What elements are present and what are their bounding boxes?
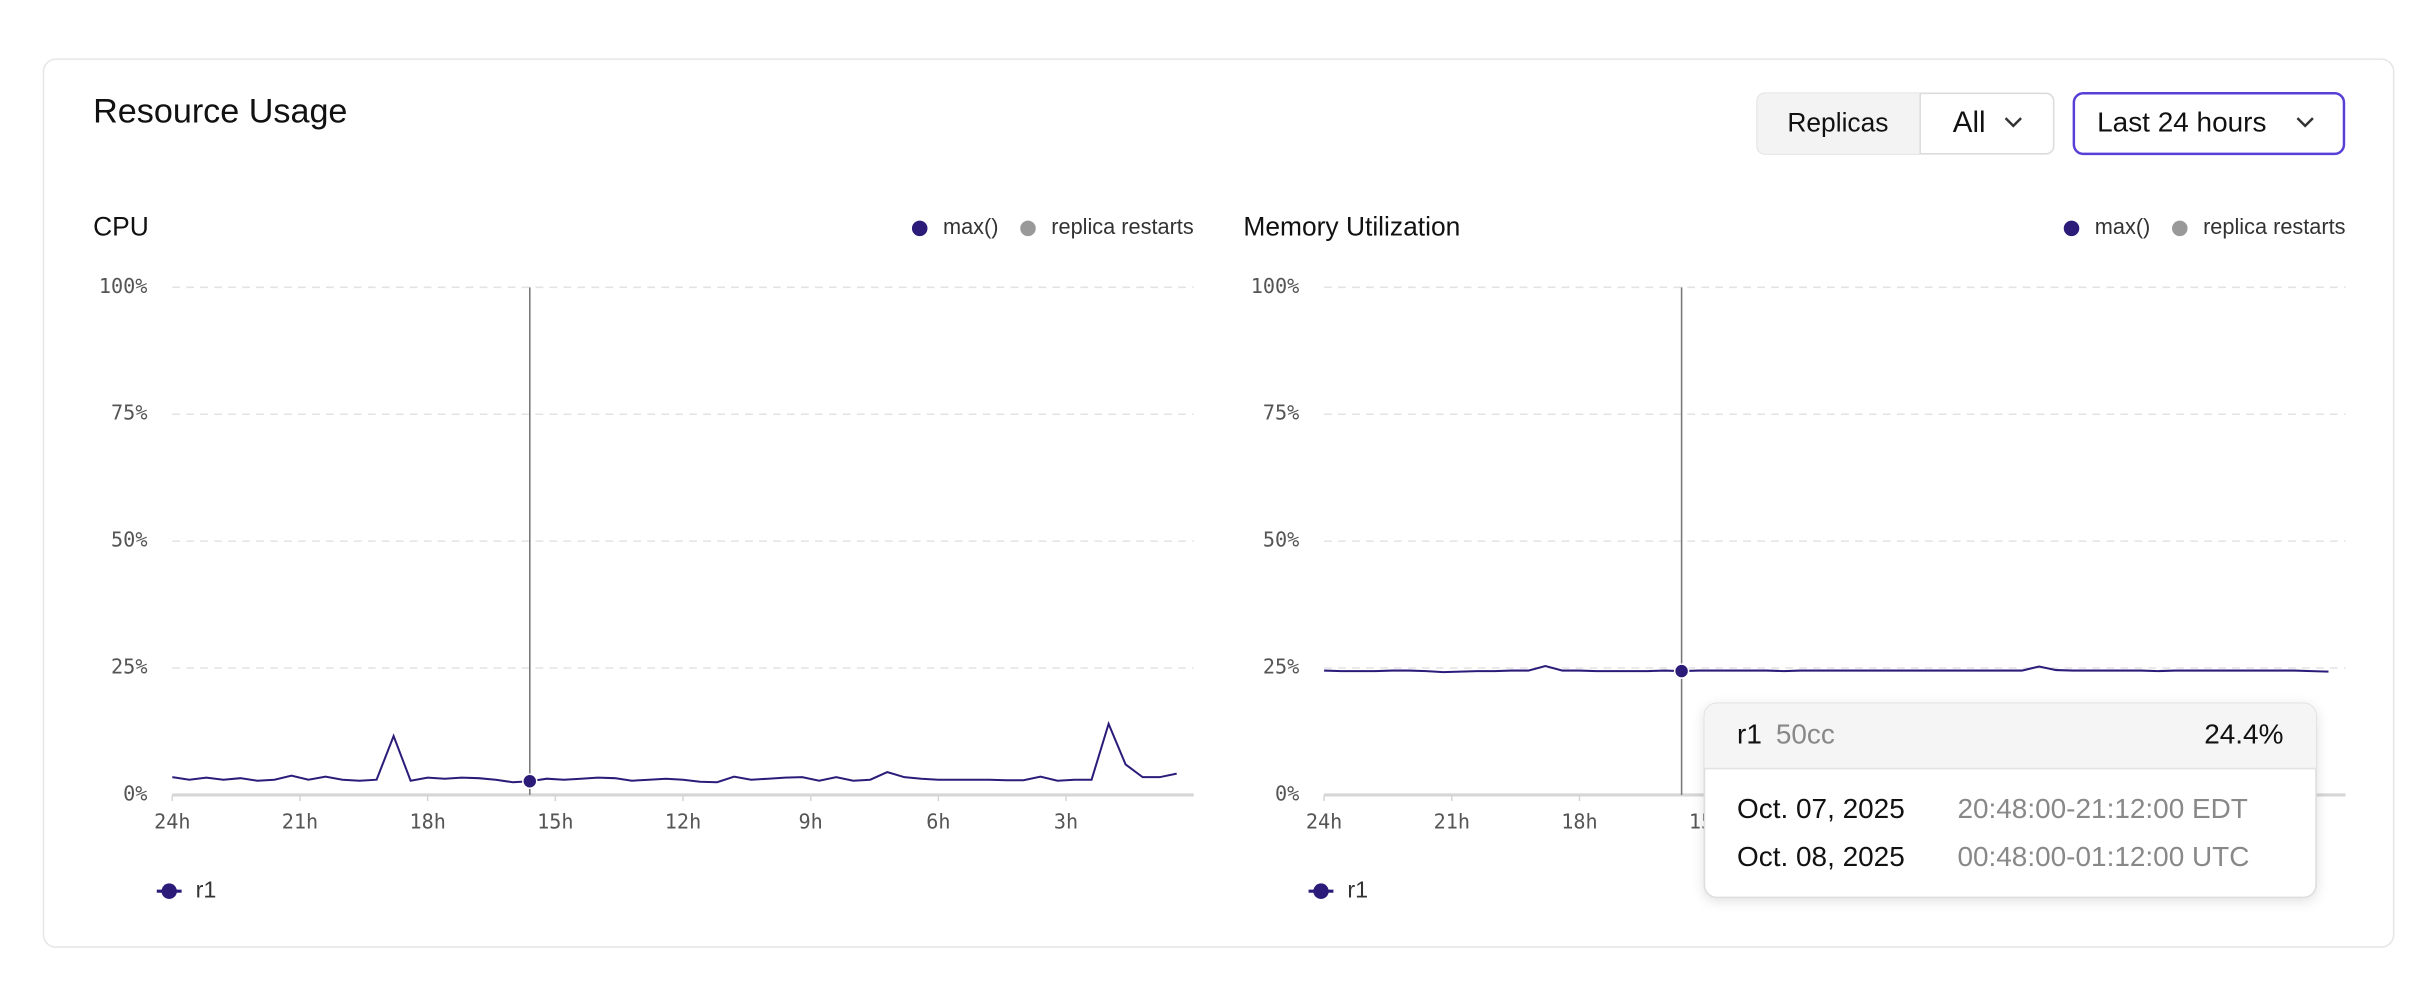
legend-swatch	[911, 220, 928, 237]
replica-swatch	[1313, 883, 1329, 899]
x-tick-label: 12h	[665, 809, 701, 833]
legend-label: max()	[943, 214, 999, 239]
y-tick-label: 75%	[1263, 401, 1299, 425]
tooltip-time: 20:48:00-21:12:00 EDT	[1957, 793, 2247, 824]
y-tick-label: 75%	[111, 401, 147, 425]
x-tick-label: 15h	[537, 809, 573, 833]
x-tick-label: 18h	[1561, 809, 1597, 833]
x-tick-label: 18h	[409, 809, 445, 833]
replica-legend-label: r1	[1347, 876, 1368, 902]
tooltip-date: Oct. 07, 2025	[1737, 793, 1905, 824]
legend-label: max()	[2095, 214, 2151, 239]
replica-swatch	[161, 883, 177, 899]
legend-swatch	[1020, 220, 1036, 237]
x-tick-label: 21h	[1434, 809, 1470, 833]
tooltip: r1 50cc 24.4% Oct. 07, 2025 20:48:00-21:…	[1703, 702, 2317, 899]
y-tick-label: 0%	[1275, 781, 1299, 805]
replica-legend-label: r1	[196, 876, 217, 902]
replica-select[interactable]: Replicas All	[1756, 92, 2055, 155]
x-tick-label: 21h	[282, 809, 318, 833]
x-tick-label: 24h	[1306, 809, 1342, 833]
x-tick-label: 3h	[1054, 809, 1078, 833]
series-line	[172, 720, 1177, 784]
tooltip-date: Oct. 08, 2025	[1737, 841, 1905, 872]
y-tick-label: 100%	[99, 274, 148, 298]
legend-label: replica restarts	[2203, 214, 2346, 239]
x-tick-label: 24h	[154, 809, 190, 833]
x-tick-label: 6h	[926, 809, 950, 833]
y-tick-label: 100%	[1251, 274, 1300, 298]
chevron	[2296, 117, 2314, 128]
y-tick-label: 50%	[111, 528, 147, 552]
range-select[interactable]: Last 24 hours	[2072, 92, 2346, 156]
tooltip-value: 24.4%	[2204, 718, 2283, 749]
tooltip-replica: r1	[1737, 718, 1762, 749]
select-label: Replicas	[1787, 107, 1888, 137]
chevron	[2004, 117, 2022, 128]
chart-title: Memory Utilization	[1243, 211, 1460, 241]
range-value[interactable]: Last 24 hours	[2097, 107, 2266, 138]
select-label-bg	[1757, 93, 1921, 154]
series-line	[1324, 664, 2329, 674]
y-tick-label: 25%	[111, 655, 147, 679]
tooltip-id: 50cc	[1776, 718, 1835, 749]
legend-swatch	[2063, 220, 2080, 237]
cursor-point	[1673, 663, 1690, 679]
select-value[interactable]: All	[1953, 106, 1986, 139]
cursor-point	[522, 773, 538, 789]
card-title: Resource Usage	[93, 92, 347, 130]
legend-label: replica restarts	[1051, 214, 1194, 239]
range-frame[interactable]	[2072, 92, 2346, 156]
y-tick-label: 25%	[1263, 655, 1299, 679]
y-tick-label: 0%	[123, 781, 147, 805]
chart-title: CPU	[93, 211, 149, 241]
legend-swatch	[2172, 220, 2188, 237]
tooltip-header-bg	[1704, 703, 2317, 769]
x-tick-label: 9h	[799, 809, 823, 833]
y-tick-label: 50%	[1263, 528, 1299, 552]
tooltip-time: 00:48:00-01:12:00 UTC	[1957, 841, 2249, 872]
